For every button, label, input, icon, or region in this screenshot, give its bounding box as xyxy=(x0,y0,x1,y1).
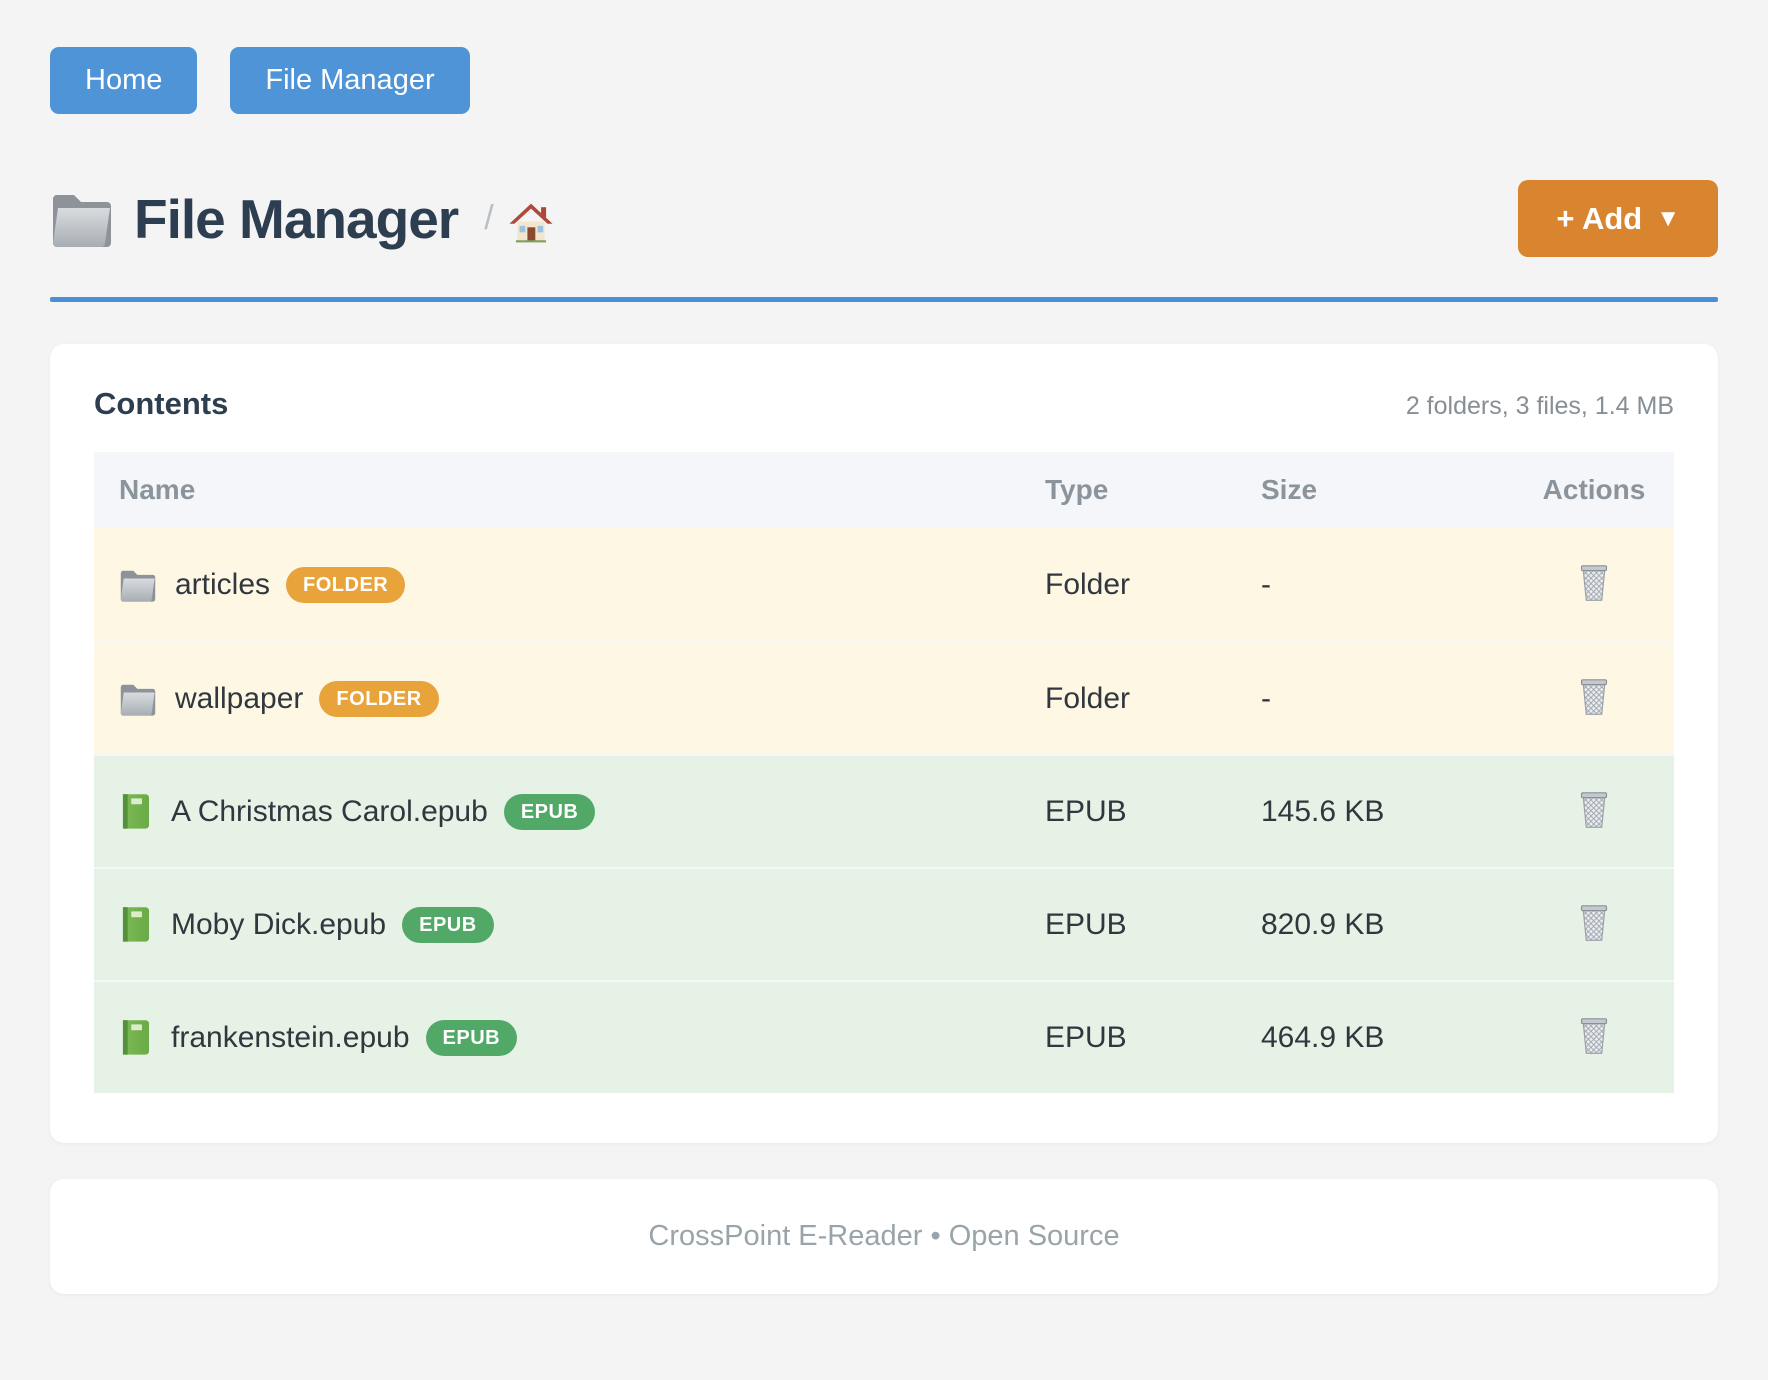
row-name[interactable]: Moby Dick.epub xyxy=(171,907,387,941)
table-row[interactable]: A Christmas Carol.epub EPUB EPUB 145.6 K… xyxy=(94,754,1674,867)
row-size: 820.9 KB xyxy=(1261,907,1385,941)
row-size: - xyxy=(1261,567,1271,601)
contents-title: Contents xyxy=(94,386,229,421)
row-name-cell[interactable]: wallpaper FOLDER xyxy=(94,680,1045,717)
row-name-cell[interactable]: articles FOLDER xyxy=(94,566,1045,603)
row-badge: FOLDER xyxy=(286,566,406,603)
row-type: Folder xyxy=(1045,681,1131,715)
breadcrumb-separator: / xyxy=(484,199,494,237)
add-button[interactable]: + Add ▼ xyxy=(1518,180,1718,257)
row-name-cell[interactable]: Moby Dick.epub EPUB xyxy=(94,906,1045,944)
row-name[interactable]: articles xyxy=(175,567,271,601)
row-size: - xyxy=(1261,681,1271,715)
delete-button[interactable] xyxy=(1571,898,1617,951)
column-header-size: Size xyxy=(1261,474,1318,505)
trash-icon xyxy=(1575,1015,1613,1057)
page-title: File Manager xyxy=(134,187,459,250)
footer-text: CrossPoint E-Reader • Open Source xyxy=(648,1220,1120,1252)
file-table: Name Type Size Actions articles FOLDER F… xyxy=(94,452,1674,1093)
table-header-row: Name Type Size Actions xyxy=(94,452,1674,528)
delete-button[interactable] xyxy=(1571,558,1617,611)
contents-header: Contents 2 folders, 3 files, 1.4 MB xyxy=(94,386,1674,422)
folder-icon xyxy=(50,191,114,247)
row-size: 145.6 KB xyxy=(1261,794,1385,828)
row-type: EPUB xyxy=(1045,907,1127,941)
table-row[interactable]: articles FOLDER Folder - xyxy=(94,528,1674,641)
table-row[interactable]: frankenstein.epub EPUB EPUB 464.9 KB xyxy=(94,980,1674,1093)
row-name-cell[interactable]: A Christmas Carol.epub EPUB xyxy=(94,793,1045,831)
nav-file-manager-button[interactable]: File Manager xyxy=(230,47,470,114)
row-name[interactable]: frankenstein.epub xyxy=(171,1020,410,1054)
trash-icon xyxy=(1575,562,1613,604)
title-wrap: File Manager / xyxy=(50,187,554,251)
book-icon xyxy=(119,793,153,831)
delete-button[interactable] xyxy=(1571,1011,1617,1064)
trash-icon xyxy=(1575,789,1613,831)
contents-card: Contents 2 folders, 3 files, 1.4 MB Name… xyxy=(50,344,1718,1143)
book-icon xyxy=(119,906,153,944)
table-row[interactable]: Moby Dick.epub EPUB EPUB 820.9 KB xyxy=(94,867,1674,980)
trash-icon xyxy=(1575,902,1613,944)
nav-home-button[interactable]: Home xyxy=(50,47,198,114)
file-manager-page: Home File Manager File Manager / + Add ▼… xyxy=(50,47,1718,1294)
footer-card: CrossPoint E-Reader • Open Source xyxy=(50,1179,1718,1294)
row-badge: EPUB xyxy=(402,906,494,943)
row-type: EPUB xyxy=(1045,1020,1127,1054)
row-badge: EPUB xyxy=(425,1019,518,1056)
row-type: EPUB xyxy=(1045,794,1127,828)
row-name-cell[interactable]: frankenstein.epub EPUB xyxy=(94,1019,1045,1057)
delete-button[interactable] xyxy=(1571,785,1617,838)
column-header-type: Type xyxy=(1045,474,1109,505)
folder-icon xyxy=(119,682,157,716)
column-header-actions: Actions xyxy=(1542,474,1646,505)
chevron-down-icon: ▼ xyxy=(1656,204,1680,232)
page-header: File Manager / + Add ▼ xyxy=(50,180,1718,257)
table-body: articles FOLDER Folder - wallpaper FOLDE… xyxy=(94,528,1674,1093)
row-name[interactable]: wallpaper xyxy=(175,681,304,715)
folder-icon xyxy=(119,568,157,602)
row-name[interactable]: A Christmas Carol.epub xyxy=(171,794,488,828)
top-navigation: Home File Manager xyxy=(50,47,1718,114)
contents-summary: 2 folders, 3 files, 1.4 MB xyxy=(1405,392,1674,420)
trash-icon xyxy=(1575,676,1613,718)
header-divider xyxy=(50,297,1718,302)
row-size: 464.9 KB xyxy=(1261,1020,1385,1054)
delete-button[interactable] xyxy=(1571,672,1617,725)
row-badge: EPUB xyxy=(503,793,596,830)
table-row[interactable]: wallpaper FOLDER Folder - xyxy=(94,641,1674,754)
add-button-label: + Add xyxy=(1556,200,1643,236)
column-header-name: Name xyxy=(119,474,196,505)
book-icon xyxy=(119,1019,153,1057)
home-icon[interactable] xyxy=(508,200,554,246)
row-badge: FOLDER xyxy=(319,680,439,717)
row-type: Folder xyxy=(1045,567,1131,601)
